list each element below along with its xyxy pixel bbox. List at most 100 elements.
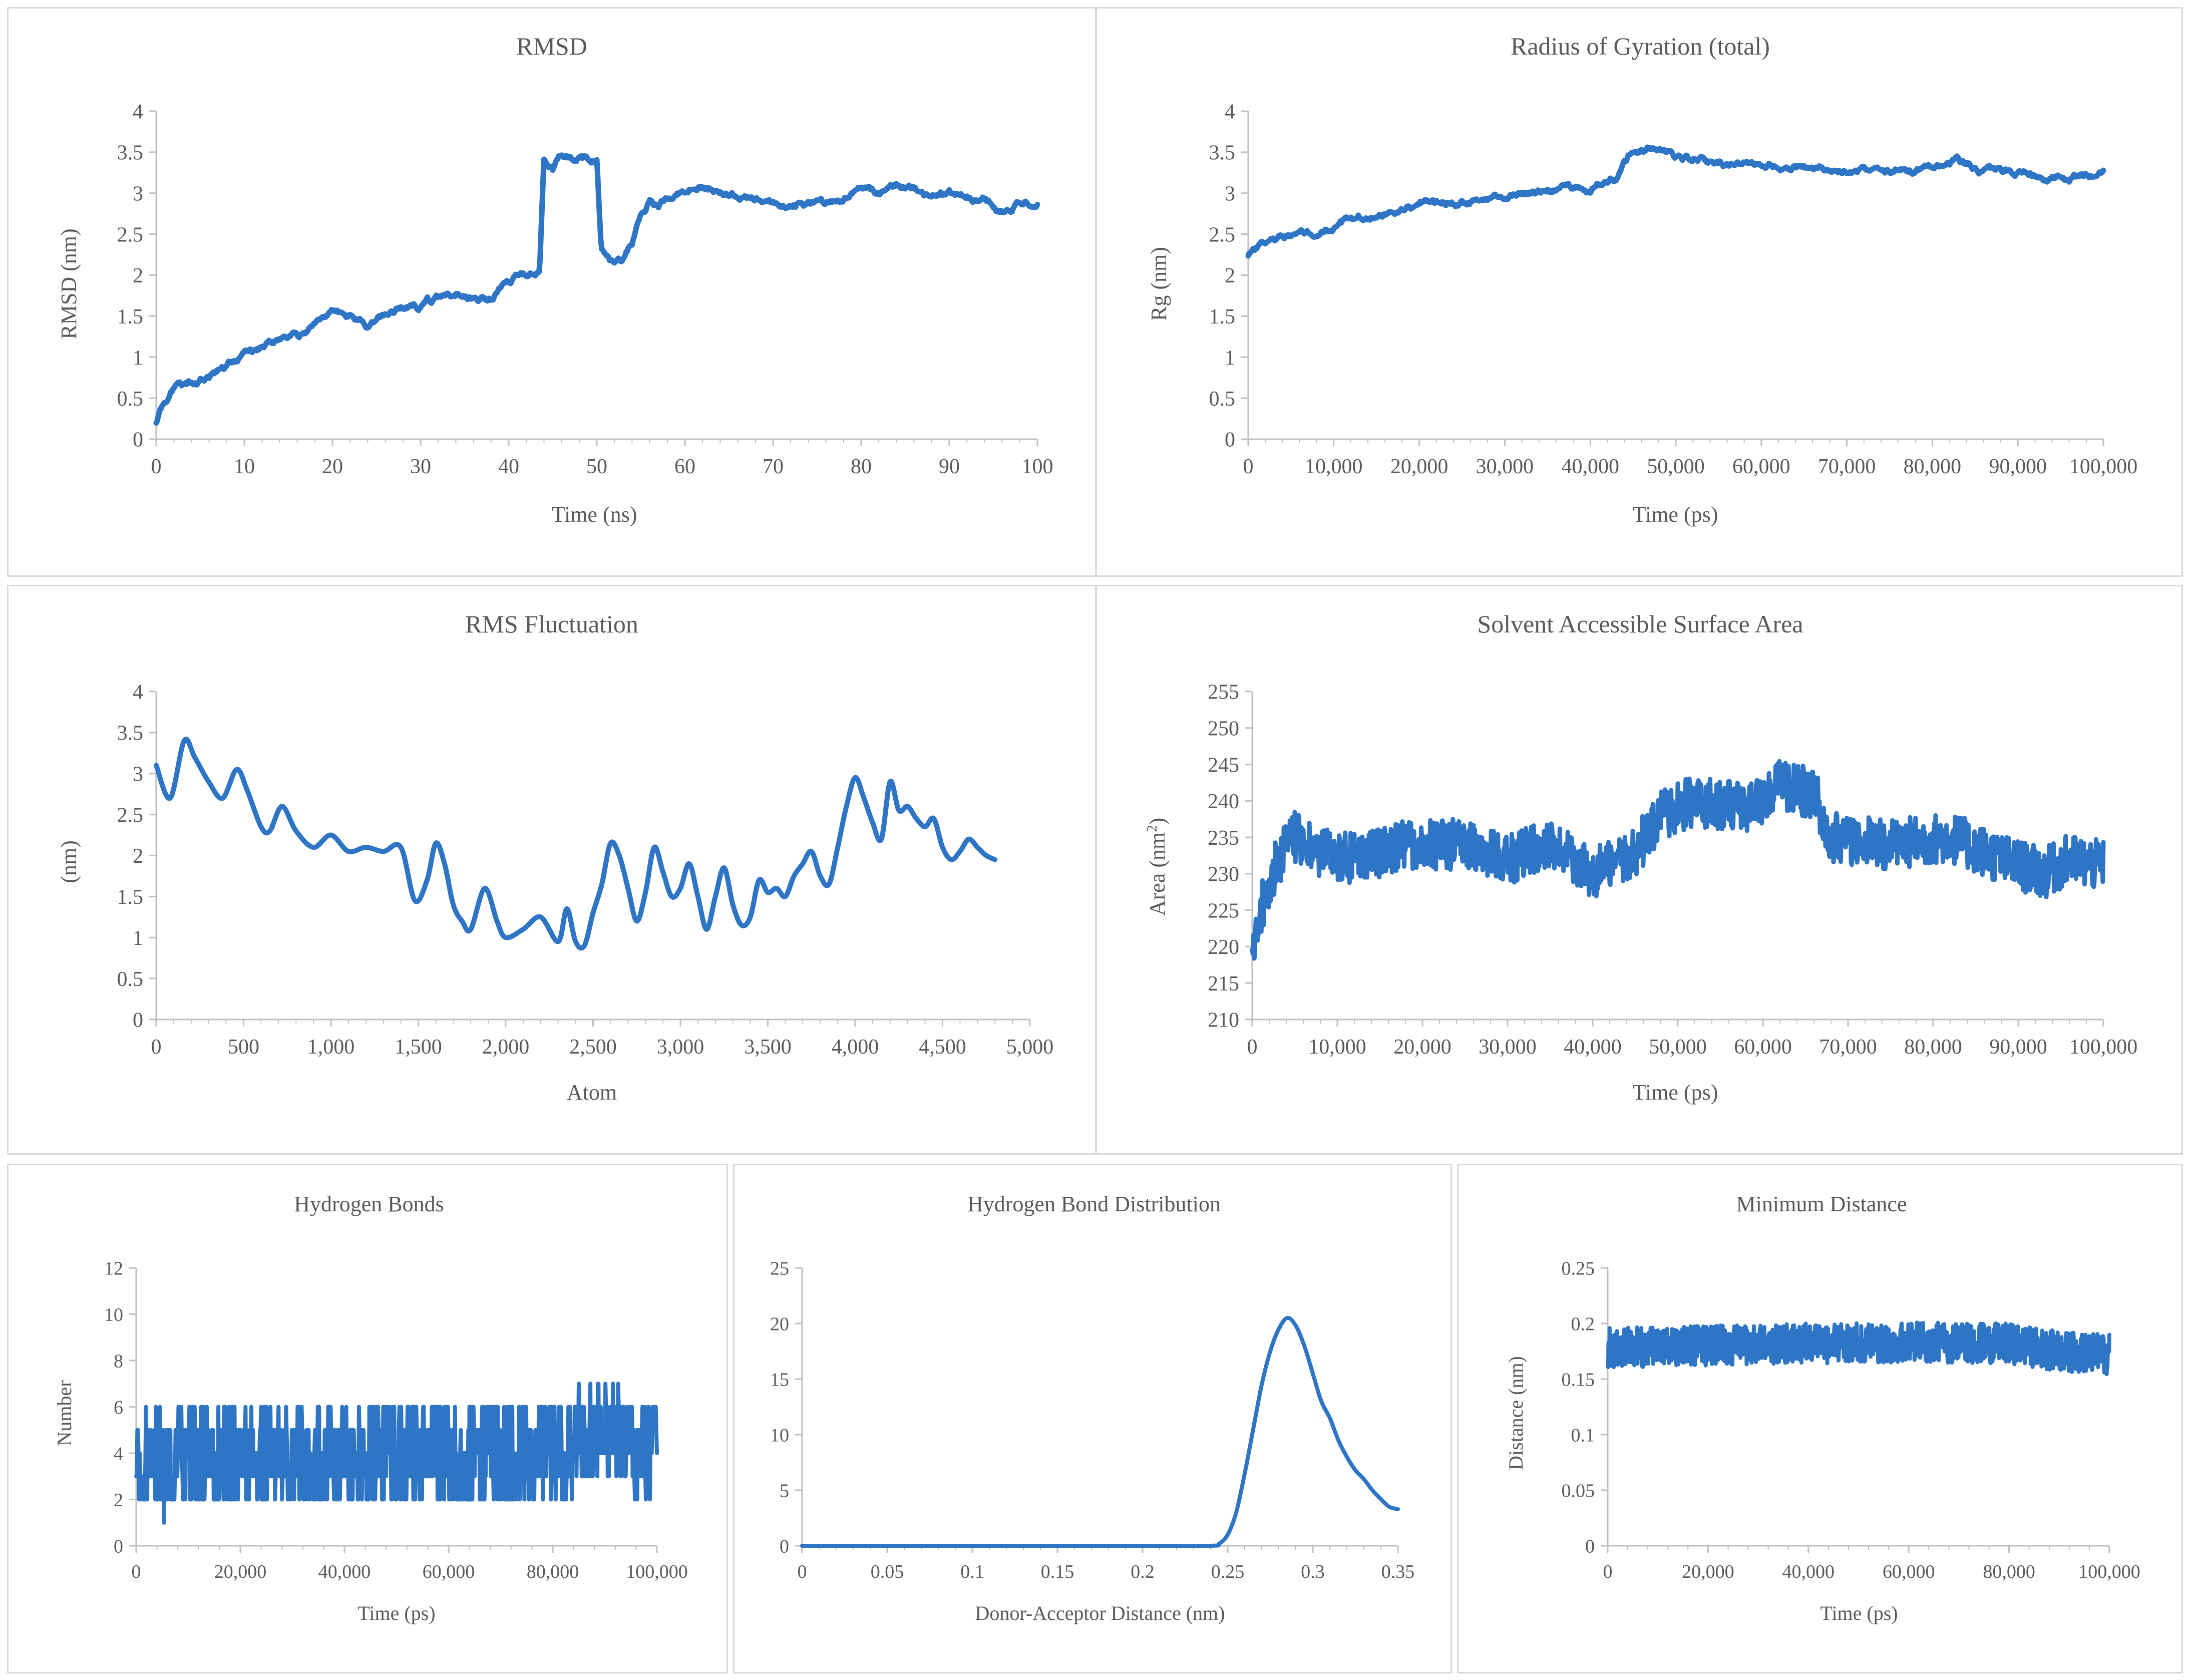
y-tick-label: 215 — [1208, 972, 1239, 995]
x-axis-title: Atom — [567, 1080, 617, 1105]
x-tick-label: 100 — [1022, 455, 1053, 478]
x-tick-label: 40,000 — [1782, 1561, 1835, 1582]
y-tick-label: 3.5 — [117, 142, 144, 165]
series-line-hbonds — [134, 1382, 659, 1525]
y-tick-label: 210 — [1208, 1009, 1239, 1032]
x-tick-label: 60,000 — [1732, 455, 1790, 478]
chart-title: Solvent Accessible Surface Area — [1477, 610, 1803, 638]
x-tick-label: 10 — [234, 455, 255, 478]
chart-title: RMS Fluctuation — [465, 610, 638, 638]
x-tick-label: 20 — [322, 455, 343, 478]
x-tick-label: 20,000 — [1393, 1036, 1451, 1059]
chart-panel-rmsf: RMS Fluctuation 0 0.5 1 1.5 2 2.5 3 3.5 4 0 500 1,00… — [7, 585, 1097, 1155]
y-tick-label: 0 — [133, 1009, 143, 1032]
x-tick-label: 0 — [151, 1036, 162, 1059]
y-tick-label: 1 — [1225, 347, 1235, 370]
y-tick-label: 2.5 — [117, 804, 144, 827]
x-tick-label: 70 — [763, 455, 784, 478]
x-tick-label: 80,000 — [1904, 455, 1962, 478]
y-tick-label: 4 — [133, 681, 143, 704]
series-line-rg — [1245, 144, 2106, 259]
x-tick-label: 60 — [674, 455, 695, 478]
x-tick-label: 10,000 — [1308, 1036, 1366, 1059]
y-axis-title: (nm) — [57, 840, 81, 883]
y-tick-label: 10 — [770, 1425, 789, 1446]
y-tick-label: 1 — [133, 347, 143, 370]
y-tick-label: 4 — [133, 101, 143, 124]
y-tick-label: 230 — [1208, 863, 1239, 886]
y-tick-label: 2 — [114, 1490, 123, 1511]
x-tick-label: 20,000 — [1682, 1561, 1734, 1582]
y-tick-label: 235 — [1208, 827, 1239, 850]
x-tick-label: 0 — [151, 455, 162, 478]
x-tick-label: 80,000 — [527, 1561, 579, 1582]
y-tick-label: 3 — [1225, 182, 1235, 205]
x-tick-label: 60,000 — [423, 1561, 475, 1582]
chart-panel-mindist: Minimum Distance 0 0.05 0.1 0.15 0.2 0.25 0 20,0… — [1457, 1164, 2183, 1673]
y-axis-title: Distance (nm) — [1505, 1356, 1527, 1470]
x-tick-label: 0.1 — [960, 1561, 984, 1582]
x-axis-title: Time (ps) — [1633, 502, 1718, 527]
chart-title: RMSD — [516, 32, 587, 60]
y-tick-label: 20 — [770, 1313, 789, 1334]
y-tick-label: 0.05 — [1562, 1480, 1595, 1501]
y-tick-label: 0.5 — [117, 968, 144, 991]
y-tick-label: 4 — [1225, 101, 1235, 124]
x-tick-label: 20,000 — [1390, 455, 1448, 478]
y-tick-label: 255 — [1208, 681, 1239, 704]
x-axis-title: Time (ps) — [1820, 1602, 1898, 1624]
x-tick-label: 0 — [1247, 1036, 1258, 1059]
x-tick-label: 4,500 — [919, 1036, 966, 1059]
chart-title: Minimum Distance — [1736, 1192, 1907, 1216]
y-tick-label: 2.5 — [117, 223, 144, 246]
x-tick-label: 50,000 — [1649, 1036, 1707, 1059]
y-tick-label: 1 — [133, 927, 143, 950]
x-tick-label: 90,000 — [1989, 455, 2047, 478]
x-tick-label: 100,000 — [626, 1561, 688, 1582]
y-tick-label: 0.5 — [1209, 388, 1236, 411]
x-tick-label: 4,000 — [832, 1036, 879, 1059]
x-tick-label: 60,000 — [1734, 1036, 1792, 1059]
x-tick-label: 40,000 — [1561, 455, 1619, 478]
x-tick-label: 50 — [586, 455, 607, 478]
y-tick-label: 240 — [1208, 790, 1239, 813]
y-tick-label: 1.5 — [117, 886, 144, 909]
x-tick-label: 1,500 — [395, 1036, 442, 1059]
chart-panel-rg: Radius of Gyration (total) 0 0.5 1 1.5 2 2.5 3 3… — [1096, 7, 2183, 577]
series-line-rmsf — [154, 737, 998, 951]
y-tick-label: 2 — [1225, 264, 1235, 287]
chart-sasa: Solvent Accessible Surface Area 210 215 220… — [1145, 610, 2138, 1105]
x-tick-label: 100,000 — [2069, 1036, 2138, 1059]
y-tick-label: 3 — [133, 182, 143, 205]
chart-panel-sasa: Solvent Accessible Surface Area 210 215 220… — [1096, 585, 2183, 1155]
y-tick-label: 0.1 — [1571, 1425, 1595, 1446]
chart-panel-hbonds: Hydrogen Bonds 0 2 4 6 8 10 12 0 20,000 40,000 60,0… — [7, 1164, 728, 1673]
y-tick-label: 3.5 — [117, 722, 144, 745]
x-tick-label: 40,000 — [1564, 1036, 1622, 1059]
y-tick-label: 0.25 — [1562, 1258, 1595, 1279]
y-tick-label: 10 — [104, 1304, 123, 1325]
chart-title: Hydrogen Bond Distribution — [967, 1192, 1221, 1216]
x-tick-label: 0.15 — [1041, 1561, 1074, 1582]
y-tick-label: 225 — [1208, 899, 1239, 922]
series-line-mindist — [1606, 1320, 2111, 1377]
series-line-sasa — [1250, 759, 2106, 961]
x-tick-label: 0.35 — [1381, 1561, 1415, 1582]
x-tick-label: 30,000 — [1479, 1036, 1537, 1059]
x-tick-label: 10,000 — [1305, 455, 1363, 478]
x-tick-label: 0 — [132, 1561, 141, 1582]
y-tick-label: 2 — [133, 264, 143, 287]
y-tick-label: 0.5 — [117, 388, 144, 411]
x-tick-label: 0.05 — [871, 1561, 904, 1582]
x-tick-label: 2,000 — [482, 1036, 530, 1059]
y-axis-title: RMSD (nm) — [57, 228, 81, 339]
chart-mindist: Minimum Distance 0 0.05 0.1 0.15 0.2 0.25 0 20,0… — [1505, 1192, 2140, 1624]
y-tick-label: 0.2 — [1571, 1313, 1595, 1334]
chart-panel-rmsd: RMSD 0 0.5 1 1.5 2 2.5 3 3.5 4 0 10 20 30 40 50 60 70 80 90… — [7, 7, 1097, 577]
y-tick-label: 0 — [780, 1536, 789, 1557]
x-tick-label: 70,000 — [1818, 455, 1876, 478]
chart-hbonds: Hydrogen Bonds 0 2 4 6 8 10 12 0 20,000 40,000 60,0… — [53, 1192, 688, 1624]
y-tick-label: 220 — [1208, 936, 1239, 959]
x-tick-label: 90 — [939, 455, 960, 478]
x-tick-label: 80,000 — [1983, 1561, 2035, 1582]
